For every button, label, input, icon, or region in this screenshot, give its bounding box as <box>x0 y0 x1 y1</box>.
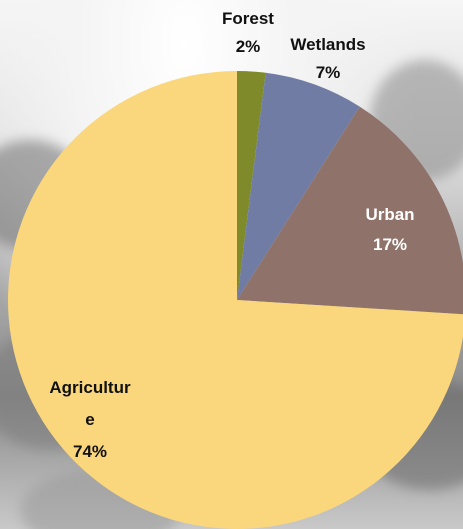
value-label-wetlands: 7% <box>316 63 341 82</box>
category-label-urban: Urban <box>365 205 414 224</box>
category-label-forest: Forest <box>222 9 274 28</box>
value-label-forest: 2% <box>236 37 261 56</box>
category-label-wetlands: Wetlands <box>290 35 365 54</box>
pie-slice-forest <box>237 71 266 300</box>
category-label-agriculture: Agricultur <box>49 378 131 397</box>
value-label-agriculture: 74% <box>73 442 107 461</box>
pie-slice-wetlands <box>237 72 360 300</box>
pie-labels: Forest 2% Wetlands 7% Urban 17% Agricultur e 74% <box>49 9 414 461</box>
pie-slice-urban <box>237 106 463 315</box>
category-label-agriculture: e <box>85 410 94 429</box>
value-label-urban: 17% <box>373 235 407 254</box>
pie-slices <box>8 71 463 529</box>
pie-slice-agriculture <box>8 71 463 529</box>
